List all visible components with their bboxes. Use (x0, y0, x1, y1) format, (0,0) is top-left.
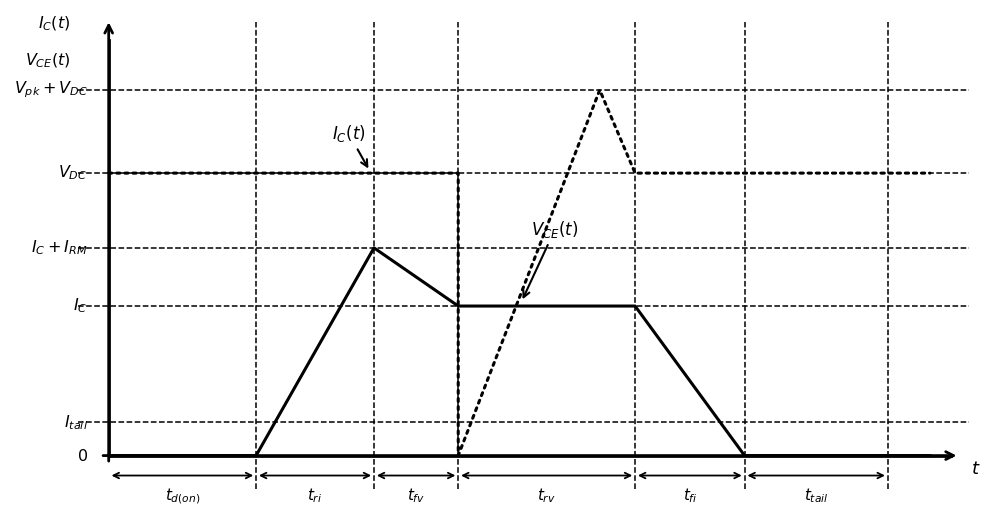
Text: $\mathit{I_C(t)}$: $\mathit{I_C(t)}$ (38, 15, 71, 33)
Text: $\mathit{t_{rv}}$: $\mathit{t_{rv}}$ (537, 487, 556, 506)
Text: $\mathit{I_C}$: $\mathit{I_C}$ (73, 297, 88, 315)
Text: $\mathit{t_{fi}}$: $\mathit{t_{fi}}$ (683, 487, 697, 506)
Text: $\mathit{V_{CE}(t)}$: $\mathit{V_{CE}(t)}$ (25, 52, 71, 70)
Text: $\mathit{I_C(t)}$: $\mathit{I_C(t)}$ (332, 123, 367, 167)
Text: $\mathit{I_C+I_{RM}}$: $\mathit{I_C+I_{RM}}$ (31, 238, 88, 257)
Text: $\mathit{t_{tail}}$: $\mathit{t_{tail}}$ (804, 487, 828, 506)
Text: $\mathit{t_{ri}}$: $\mathit{t_{ri}}$ (307, 487, 323, 506)
Text: $\mathit{t_{d(on)}}$: $\mathit{t_{d(on)}}$ (165, 487, 200, 506)
Text: $\mathit{t_{fv}}$: $\mathit{t_{fv}}$ (407, 487, 425, 506)
Text: $\mathit{0}$: $\mathit{0}$ (77, 448, 88, 464)
Text: $\mathit{I_{tail}}$: $\mathit{I_{tail}}$ (64, 413, 88, 431)
Text: $\mathit{t}$: $\mathit{t}$ (971, 460, 981, 478)
Text: $\mathit{V_{pk}+V_{DC}}$: $\mathit{V_{pk}+V_{DC}}$ (14, 80, 88, 100)
Text: $\mathit{V_{DC}}$: $\mathit{V_{DC}}$ (58, 164, 88, 182)
Text: $\mathit{V_{CE}(t)}$: $\mathit{V_{CE}(t)}$ (523, 219, 579, 297)
